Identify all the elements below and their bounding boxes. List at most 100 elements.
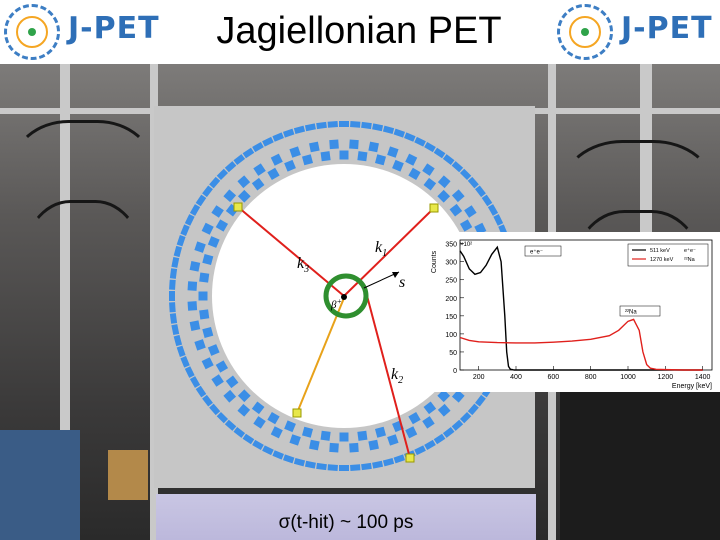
y-tick-label: 150	[445, 314, 457, 321]
series-line	[459, 245, 703, 371]
detector-module	[316, 462, 327, 471]
detector-module	[184, 366, 195, 378]
detector-module	[382, 457, 395, 467]
detector-module	[284, 159, 296, 172]
legend-note: ²²Na	[684, 257, 696, 263]
detector-module	[272, 132, 284, 142]
detector-module	[202, 253, 214, 266]
detector-module	[433, 433, 446, 445]
prompt-gamma-line	[296, 297, 345, 414]
detector-module	[387, 434, 399, 446]
detector-module	[405, 153, 418, 166]
detector-module	[233, 154, 246, 165]
detector-module	[194, 339, 206, 351]
detector-module	[189, 261, 201, 272]
y-multiplier: ×10²	[460, 242, 472, 248]
detector-module	[180, 356, 190, 368]
detector-module	[437, 403, 451, 417]
detector-module	[392, 159, 404, 172]
detector-module	[327, 121, 338, 128]
detector-module	[251, 401, 265, 415]
detector-module	[467, 403, 479, 416]
detector-module	[437, 189, 451, 203]
detector-module	[267, 411, 280, 425]
x-tick-label: 200	[473, 374, 485, 381]
x-tick-label: 800	[585, 374, 597, 381]
detector-module	[169, 313, 178, 324]
detector-module	[267, 167, 280, 181]
detector-module	[309, 141, 320, 153]
detector-module	[442, 427, 455, 438]
y-tick-label: 50	[449, 350, 457, 357]
cable-bundle	[20, 200, 146, 366]
detector-module	[382, 125, 395, 135]
detector-module	[224, 161, 237, 173]
detector-module	[252, 439, 264, 451]
cable-bundle	[10, 120, 156, 246]
detector-module	[301, 154, 314, 166]
detector-module	[284, 420, 296, 433]
hit-marker	[405, 453, 415, 463]
detector-module	[242, 147, 255, 159]
detector-module	[393, 454, 405, 464]
detector-module	[176, 235, 186, 247]
detector-module	[209, 403, 221, 416]
hit-marker	[292, 408, 302, 418]
detector-module	[253, 416, 266, 429]
detector-module	[320, 151, 331, 162]
detector-module	[350, 121, 361, 128]
detector-module	[329, 442, 339, 453]
detector-module	[171, 324, 180, 336]
k3-label: k3	[297, 255, 309, 275]
detector-module	[216, 168, 229, 181]
detector-module	[368, 141, 379, 153]
detector-module	[393, 128, 405, 138]
detector-module	[189, 376, 201, 388]
detector-module	[414, 136, 426, 147]
y-tick-label: 300	[445, 260, 457, 267]
detector-module	[350, 464, 361, 471]
detector-module	[187, 281, 198, 291]
detector-module	[169, 291, 175, 301]
detector-module	[237, 403, 251, 417]
s-vector	[363, 271, 400, 289]
detector-module	[357, 151, 368, 162]
detector-module	[442, 154, 455, 165]
y-tick-label: 0	[453, 368, 457, 375]
detector-module	[404, 132, 416, 142]
detector-module	[464, 205, 477, 218]
detector-module	[169, 268, 178, 279]
detector-module	[201, 357, 214, 370]
s-arrowhead	[392, 272, 399, 278]
y-tick-label: 350	[445, 242, 457, 249]
detector-module	[329, 139, 339, 150]
detector-module	[437, 389, 451, 403]
detector-module	[270, 426, 283, 439]
detector-module	[320, 430, 331, 441]
detector-module	[202, 326, 214, 339]
jpet-logo-left: J-PET	[2, 2, 167, 60]
detector-module	[223, 189, 237, 203]
detector-module	[309, 439, 320, 451]
detector-module	[361, 462, 372, 471]
k3-line	[237, 206, 345, 297]
detector-module	[339, 465, 349, 471]
y-tick-label: 250	[445, 278, 457, 285]
cable-bundle	[560, 140, 716, 266]
k2-label: k2	[391, 366, 403, 386]
detector-module	[487, 204, 499, 216]
y-tick-label: 200	[445, 296, 457, 303]
detector-module	[215, 360, 229, 373]
detector-module	[372, 460, 384, 469]
detector-module	[171, 256, 180, 268]
detector-module	[408, 167, 421, 181]
detector-module	[423, 401, 437, 415]
energy-spectrum-chart: 0 50 100 150 200 250 300 350 200 400 600 800 1000 120…	[430, 232, 720, 392]
detector-module	[433, 147, 446, 159]
detector-module	[207, 344, 220, 356]
detector-module	[209, 176, 221, 189]
y-tick-label: 100	[445, 332, 457, 339]
detector-module	[195, 385, 207, 398]
legend-box	[627, 243, 709, 267]
detector-module	[481, 194, 493, 207]
